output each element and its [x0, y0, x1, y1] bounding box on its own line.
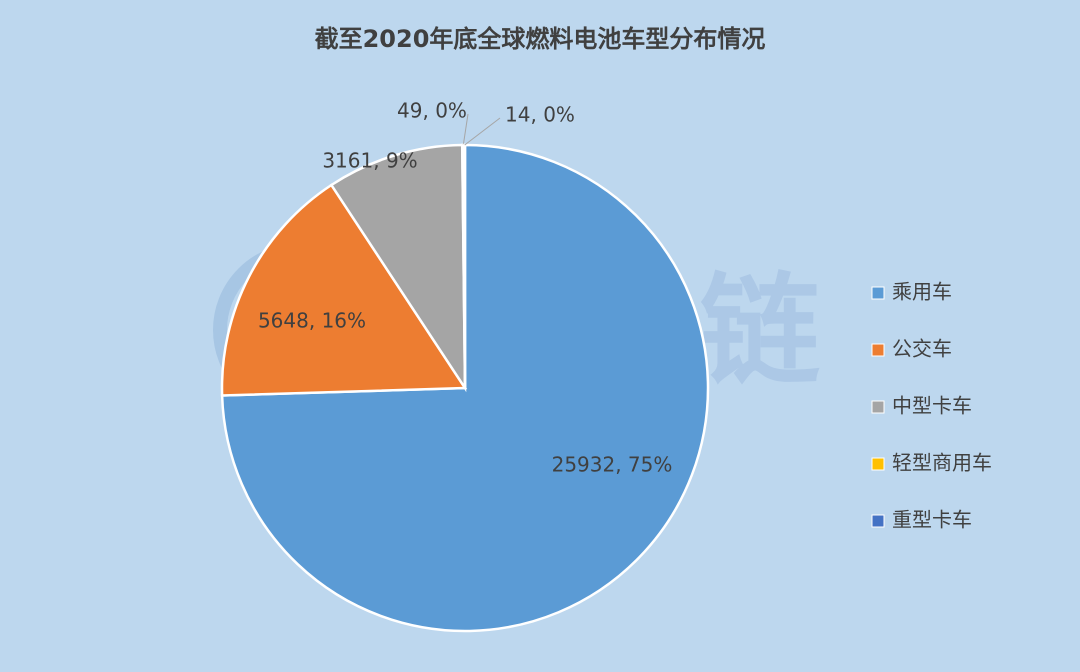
data-label: 49, 0%	[397, 99, 467, 123]
pie-slice	[463, 143, 467, 389]
legend-swatch	[871, 343, 885, 357]
legend-swatch	[871, 457, 885, 471]
legend-label: 轻型商用车	[892, 451, 992, 475]
leader-line	[462, 113, 469, 146]
legend-swatch	[871, 400, 885, 414]
data-label: 3161, 9%	[322, 149, 417, 173]
legend-label: 中型卡车	[892, 394, 972, 418]
pie-slice	[329, 143, 467, 393]
leader-line	[464, 117, 501, 146]
data-label: 14, 0%	[505, 103, 575, 127]
legend-label: 公交车	[892, 337, 952, 361]
legend-label: 乘用车	[892, 280, 952, 304]
pie-slice	[220, 183, 468, 397]
data-label: 5648, 16%	[258, 309, 366, 333]
legend-swatch	[871, 286, 885, 300]
legend-swatch	[871, 514, 885, 528]
data-label: 25932, 75%	[552, 453, 673, 477]
legend-label: 重型卡车	[892, 508, 972, 532]
chart-title: 截至2020年底全球燃料电池车型分布情况	[315, 25, 766, 53]
